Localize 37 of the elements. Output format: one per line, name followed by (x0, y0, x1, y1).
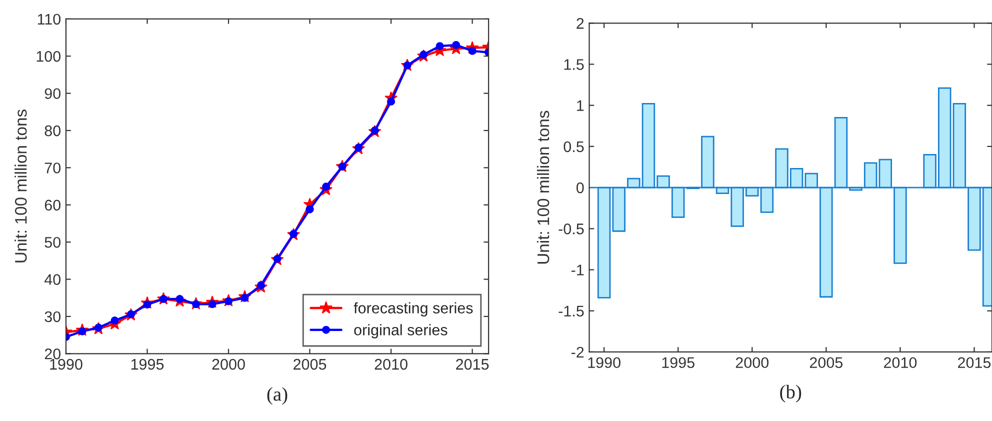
x-tick-label: 2015 (456, 358, 489, 370)
x-tick-label: 2005 (810, 357, 843, 368)
text: (b) (780, 384, 802, 402)
y-tick-label: 60 (44, 200, 61, 211)
y-tick-label: -1 (571, 264, 584, 276)
y-tick-label: -2 (571, 346, 584, 358)
text: (a) (267, 387, 288, 405)
x-tick-label: 2010 (374, 358, 408, 370)
y-tick-label: 0.5 (564, 141, 584, 152)
x-tick-label: 2000 (736, 357, 769, 368)
y-tick-label: 40 (44, 274, 61, 285)
x-tick-label: 1995 (131, 358, 164, 370)
x-tick-label: 2005 (294, 358, 326, 370)
y-tick-label: 0 (576, 182, 584, 194)
legend-label: forecasting series (354, 302, 473, 316)
y-tick-label: 50 (44, 236, 61, 248)
y-tick-label: -0.5 (558, 224, 584, 234)
y-tick-label: 20 (44, 348, 61, 360)
y-tick-label: 90 (44, 88, 61, 100)
y-axis-title: Unit: 100 million tons (536, 110, 550, 264)
y-tick-label: 80 (44, 125, 61, 136)
x-tick-label: 1990 (50, 358, 82, 370)
legend-label: original series (354, 324, 448, 338)
x-tick-label: 1995 (662, 357, 694, 368)
y-tick-label: 70 (44, 162, 61, 174)
x-tick-label: 2010 (884, 357, 917, 368)
y-axis-title: Unit: 100 million tons (14, 110, 27, 262)
x-tick-label: 2015 (958, 357, 991, 368)
y-tick-label: 100 (36, 51, 61, 62)
y-tick-label: 2 (576, 18, 584, 29)
y-tick-label: 1 (577, 100, 584, 111)
x-tick-label: 1990 (588, 357, 620, 368)
y-tick-label: 30 (44, 311, 61, 322)
y-tick-label: 110 (38, 14, 61, 25)
x-tick-label: 2000 (212, 358, 245, 370)
y-tick-label: 1.5 (564, 59, 584, 70)
y-tick-label: -1.5 (558, 306, 584, 317)
